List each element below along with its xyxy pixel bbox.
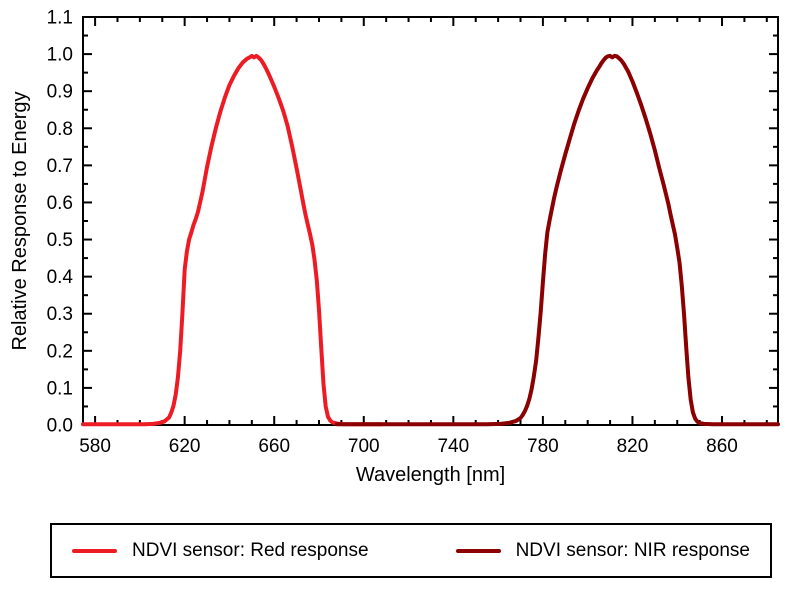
- x-tick-label: 580: [79, 436, 111, 457]
- y-tick-label: 1.0: [47, 45, 73, 66]
- chart: 580 620 660 700 740 780 820 8600.00.10.20.30.40…: [9, 8, 780, 486]
- legend: NDVI sensor: Red response NDVI sensor: N…: [50, 523, 772, 578]
- x-tick-label: 660: [258, 436, 290, 457]
- y-tick-label: 0.8: [47, 119, 73, 140]
- y-tick-label: 0.0: [47, 416, 73, 437]
- x-tick-label: 740: [437, 436, 469, 457]
- x-tick-label: 620: [169, 436, 201, 457]
- legend-item-nir-response: NDVI sensor: NIR response: [455, 539, 750, 562]
- y-tick-label: 0.5: [47, 230, 73, 251]
- y-tick-label: 0.4: [47, 267, 74, 288]
- y-tick-label: 0.1: [47, 378, 73, 399]
- y-axis-title: Relative Response to Energy: [9, 91, 31, 350]
- legend-red-line-swatch: [72, 548, 117, 553]
- y-tick-label: 0.7: [47, 156, 73, 177]
- series-line-red: [81, 53, 384, 427]
- y-tick-label: 0.3: [47, 304, 73, 325]
- x-tick-label: 820: [617, 436, 649, 457]
- legend-nir-line-swatch: [455, 548, 501, 553]
- y-tick-label: 0.6: [47, 193, 73, 214]
- legend-nir-label: NDVI sensor: NIR response: [515, 539, 750, 561]
- x-tick-label: 700: [348, 436, 380, 457]
- x-tick-label: 860: [706, 436, 738, 457]
- legend-item-red-response: NDVI sensor: Red response: [72, 540, 369, 562]
- x-tick-label: 780: [527, 436, 559, 457]
- legend-red-label: NDVI sensor: Red response: [132, 539, 369, 561]
- series-line-nir: [334, 53, 780, 427]
- plot-frame: [82, 16, 779, 426]
- x-axis-title: Wavelength [nm]: [356, 464, 505, 486]
- y-tick-label: 1.1: [47, 8, 73, 29]
- y-axis: 0.0 0.1 0.2 0.3 0.4 0.5 0.6 0.7 0.8 0.9 1.0 1.1: [47, 8, 778, 437]
- y-tick-label: 0.9: [47, 82, 73, 103]
- y-tick-label: 0.2: [47, 341, 73, 362]
